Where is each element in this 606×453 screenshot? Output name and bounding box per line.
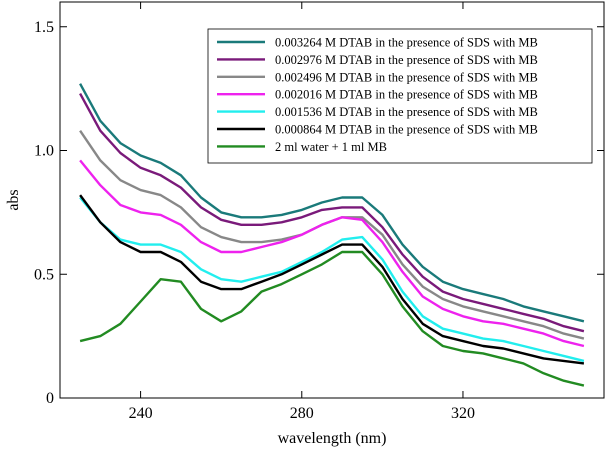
legend: 0.003264 M DTAB in the presence of SDS w… [207,28,593,164]
series-line-5 [79,196,585,363]
legend-label-1: 0.003264 M DTAB in the presence of SDS w… [275,36,538,50]
legend-label-2: 0.002976 M DTAB in the presence of SDS w… [275,53,538,67]
x-tick-label: 320 [451,405,475,422]
series-line-1 [79,83,585,323]
y-tick-label: 1.0 [34,143,54,160]
y-axis: 0 0.5 1.0 1.5 [34,19,604,407]
legend-label-3: 0.002496 M DTAB in the presence of SDS w… [275,70,538,84]
legend-box [207,28,593,164]
series-line-4 [79,159,585,348]
series-line-2 [79,93,585,333]
legend-label-5: 0.001536 M DTAB in the presence of SDS w… [275,105,538,119]
y-axis-title: abs [5,189,22,210]
x-tick-label: 280 [290,405,314,422]
y-tick-label: 0 [46,390,54,407]
y-tick-label: 1.5 [34,19,54,36]
legend-label-6: 0.000864 M DTAB in the presence of SDS w… [275,123,538,137]
x-axis-title: wavelength (nm) [278,430,387,447]
series-line-7 [79,250,585,387]
y-tick-label: 0.5 [34,266,54,283]
series-line-6 [79,194,585,365]
x-axis: 240 280 320 [129,2,475,422]
legend-label-4: 0.002016 M DTAB in the presence of SDS w… [275,88,538,102]
plot-frame [59,1,605,399]
legend-label-7: 2 ml water + 1 ml MB [275,140,387,154]
x-tick-label: 240 [129,405,153,422]
series-group [79,83,585,387]
